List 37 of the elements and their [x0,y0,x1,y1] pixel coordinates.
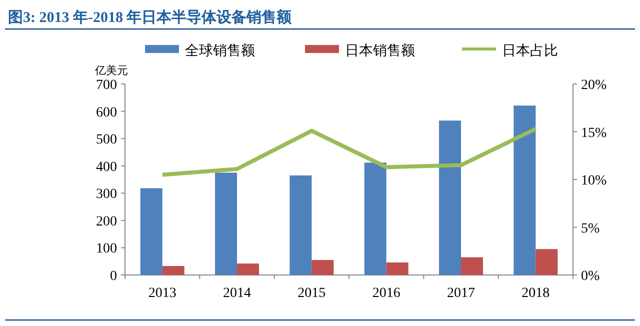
y-axis-title: 亿美元 [94,64,128,77]
x-tick-label: 2015 [298,286,326,301]
bar [215,172,237,275]
legend-label: 日本占比 [502,42,558,58]
bar [364,162,386,275]
bar [514,106,536,275]
bar [162,266,184,275]
line-series [160,126,538,177]
x-tick-label: 2018 [522,286,550,301]
x-tick-label: 2013 [148,286,176,301]
bar [237,264,259,275]
y2-tick-label: 15% [581,126,607,141]
y2-tick-label: 10% [581,174,607,188]
legend-label: 日本销售额 [345,42,415,58]
x-tick-label: 2016 [372,286,400,301]
y-tick-label: 0 [110,269,117,284]
y-tick-label: 100 [96,242,117,257]
y2-tick-label: 20% [581,78,607,93]
y-tick-label: 600 [96,105,117,120]
bar [312,260,334,275]
bar [461,257,483,275]
x-tick-label: 2014 [223,286,251,301]
y-tick-label: 200 [96,214,117,230]
y-tick-label: 500 [96,132,117,148]
y2-tick-label: 0% [581,269,600,284]
y-tick-label: 300 [96,187,117,202]
bar [290,175,312,275]
y-tick-label: 700 [96,78,117,93]
bar [439,120,461,275]
bar [386,262,408,275]
y-tick-label: 400 [96,160,117,175]
bar [536,249,558,275]
bar [140,188,162,275]
legend-label: 全球销售额 [185,42,255,58]
x-tick-label: 2017 [447,286,475,301]
y2-tick-label: 5% [581,221,600,236]
chart-title: 图3: 2013 年-2018 年日本半导体设备销售额 [8,8,293,26]
